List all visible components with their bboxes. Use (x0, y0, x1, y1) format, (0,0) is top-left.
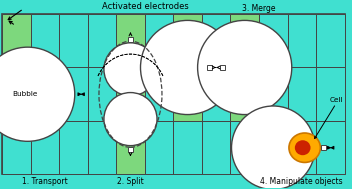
Bar (2, 121, 31, 174)
Circle shape (232, 106, 315, 189)
Bar (31, 14, 59, 67)
Bar (128, 37, 133, 42)
Bar (316, 67, 345, 121)
Bar (207, 65, 212, 70)
Ellipse shape (289, 133, 320, 162)
Bar (321, 145, 326, 150)
Bar (202, 67, 231, 121)
Bar (88, 67, 116, 121)
Bar (145, 67, 173, 121)
Bar (173, 121, 202, 174)
Bar (202, 121, 231, 174)
Circle shape (197, 20, 292, 115)
Circle shape (0, 47, 75, 141)
Bar (88, 121, 116, 174)
Text: Cell: Cell (329, 97, 343, 103)
Bar (288, 121, 316, 174)
Bar (59, 67, 88, 121)
Text: 3. Merge: 3. Merge (242, 4, 276, 12)
Bar (259, 67, 288, 121)
Bar (59, 121, 88, 174)
Bar (173, 67, 202, 121)
Bar (59, 14, 88, 67)
Bar (116, 67, 145, 121)
Text: 2. Split: 2. Split (117, 177, 144, 186)
Bar (128, 147, 133, 152)
Bar (173, 14, 202, 67)
Bar (231, 67, 259, 121)
Bar (316, 14, 345, 67)
Bar (116, 121, 145, 174)
Text: Bubble: Bubble (12, 91, 37, 97)
Bar (31, 121, 59, 174)
Bar (88, 14, 116, 67)
Bar (220, 65, 225, 70)
Bar (2, 14, 31, 67)
Bar (2, 14, 345, 174)
Bar (259, 121, 288, 174)
Bar (116, 14, 145, 67)
Bar (2, 67, 31, 121)
Bar (288, 67, 316, 121)
Bar (31, 67, 59, 121)
Bar (259, 14, 288, 67)
Text: Activated electrodes: Activated electrodes (102, 2, 189, 11)
Bar (288, 14, 316, 67)
Text: 4. Manipulate objects: 4. Manipulate objects (260, 177, 343, 186)
Circle shape (104, 93, 157, 146)
Circle shape (104, 43, 157, 96)
Circle shape (140, 20, 235, 115)
Text: 1. Transport: 1. Transport (22, 177, 68, 186)
Ellipse shape (295, 140, 310, 155)
Bar (202, 14, 231, 67)
Bar (316, 121, 345, 174)
Bar (231, 14, 259, 67)
Bar (231, 121, 259, 174)
Bar (145, 14, 173, 67)
Bar (145, 121, 173, 174)
